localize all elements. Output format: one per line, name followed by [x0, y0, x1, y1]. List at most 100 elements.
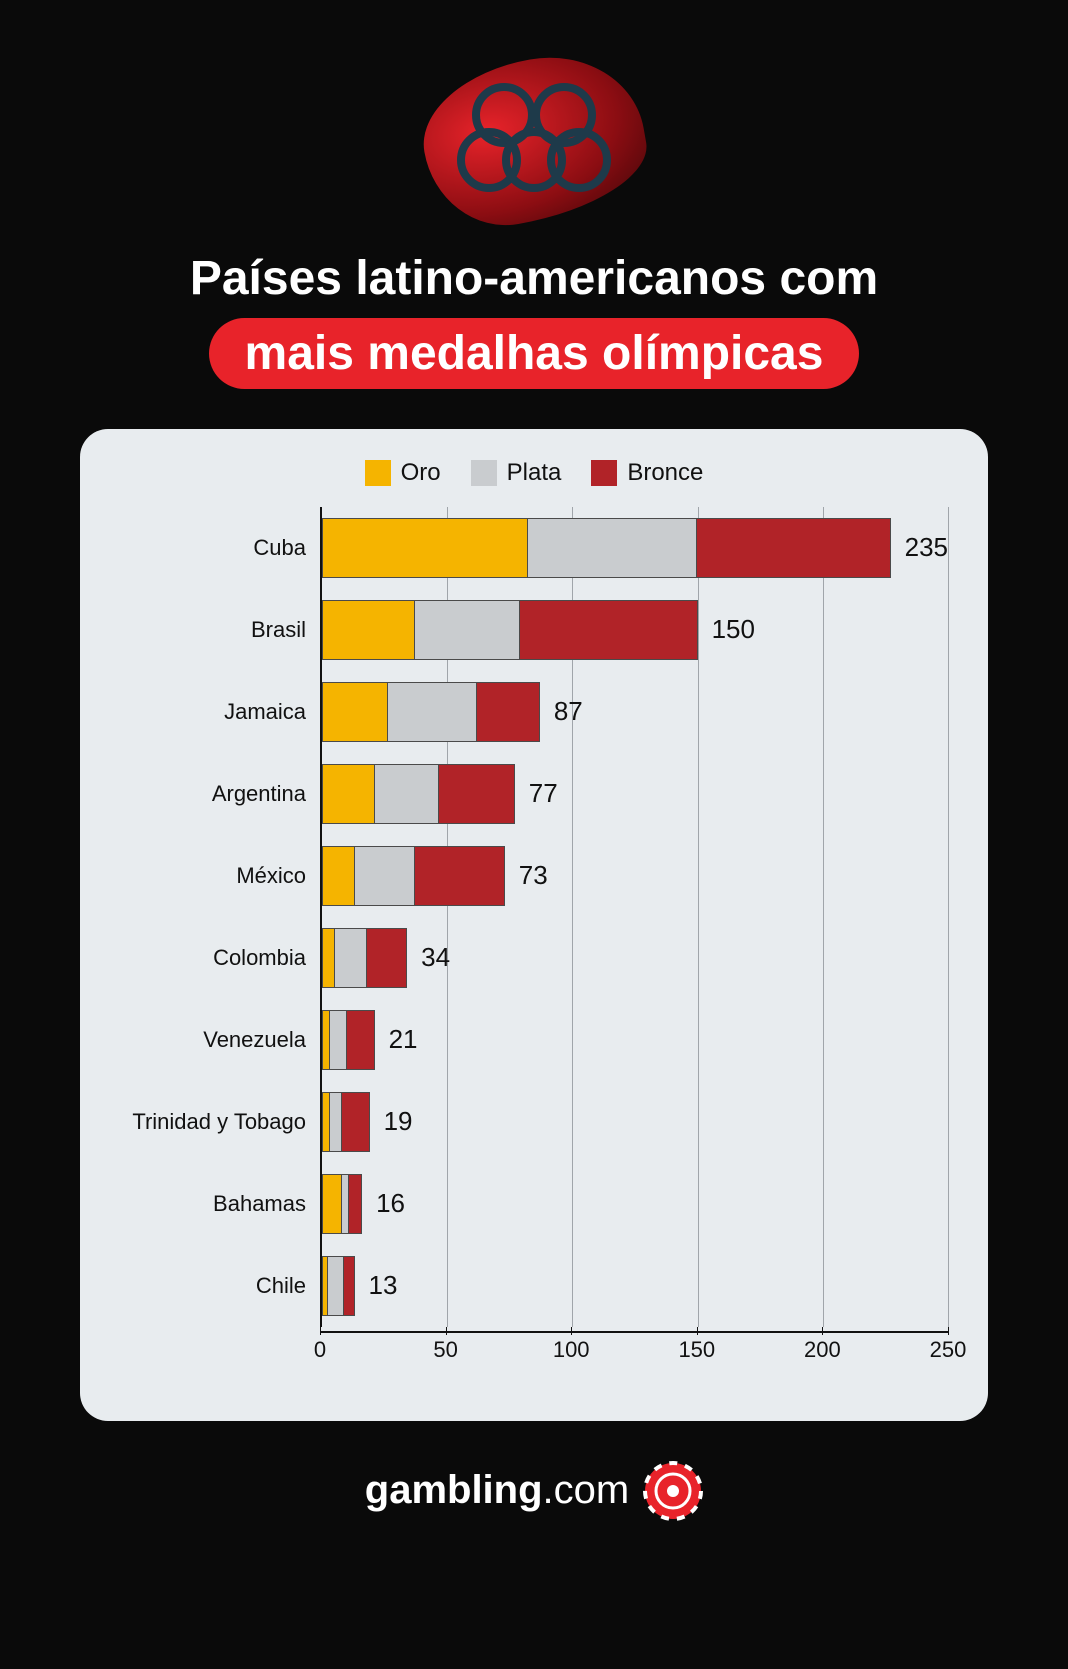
bars-area: 235 150 87 77 73 34 21 19 16 13: [322, 507, 948, 1327]
bar-segment-silver: [342, 1175, 349, 1233]
bar-segment-bronze: [697, 519, 890, 577]
bar-row: 16: [322, 1163, 948, 1245]
brand-bold: gambling: [365, 1468, 543, 1512]
x-axis-ticks: 050100150200250: [320, 1331, 948, 1371]
bar-segment-gold: [323, 1011, 330, 1069]
bar-segment-gold: [323, 601, 415, 659]
y-axis-label: Cuba: [120, 507, 320, 589]
bar-segment-silver: [415, 601, 520, 659]
bar-segment-silver: [330, 1093, 342, 1151]
bar-row: 87: [322, 671, 948, 753]
bar-segment-silver: [328, 1257, 344, 1315]
bar-segment-bronze: [342, 1093, 368, 1151]
olympic-rings-icon: [454, 80, 614, 200]
bar-stack: [322, 1010, 375, 1070]
legend-swatch: [591, 460, 617, 486]
bar-segment-bronze: [367, 929, 406, 987]
bar-segment-gold: [323, 765, 375, 823]
title-block: Países latino-americanos com mais medalh…: [190, 250, 878, 389]
bar-segment-silver: [375, 765, 439, 823]
legend-label: Plata: [507, 459, 562, 487]
bar-segment-silver: [355, 847, 414, 905]
legend-item: Plata: [471, 459, 562, 487]
x-tick-label: 100: [553, 1337, 590, 1363]
title-line1: Países latino-americanos com: [190, 250, 878, 308]
bar-row: 235: [322, 507, 948, 589]
bar-stack: [322, 928, 407, 988]
y-axis-label: Jamaica: [120, 671, 320, 753]
bar-total-label: 34: [421, 942, 450, 973]
bar-segment-bronze: [439, 765, 513, 823]
bar-stack: [322, 846, 505, 906]
legend-item: Oro: [365, 459, 441, 487]
bar-segment-silver: [330, 1011, 347, 1069]
bar-segment-silver: [528, 519, 697, 577]
x-tick-label: 0: [314, 1337, 326, 1363]
bar-segment-bronze: [344, 1257, 353, 1315]
brand-light: .com: [543, 1468, 630, 1512]
bar-total-label: 235: [905, 532, 948, 563]
chart-card: Oro Plata Bronce CubaBrasilJamaicaArgentin…: [80, 429, 988, 1421]
legend-swatch: [365, 460, 391, 486]
x-tick-label: 50: [433, 1337, 457, 1363]
x-tick-label: 200: [804, 1337, 841, 1363]
bar-segment-gold: [323, 847, 355, 905]
bar-total-label: 150: [712, 614, 755, 645]
bar-segment-gold: [323, 1175, 342, 1233]
bar-segment-bronze: [347, 1011, 373, 1069]
y-axis-label: Argentina: [120, 753, 320, 835]
bar-segment-silver: [388, 683, 477, 741]
x-tick-mark: [948, 1327, 949, 1335]
x-tick-mark: [697, 1327, 698, 1335]
bar-total-label: 21: [389, 1024, 418, 1055]
bar-row: 13: [322, 1245, 948, 1327]
y-axis-label: Chile: [120, 1245, 320, 1327]
bar-total-label: 16: [376, 1188, 405, 1219]
x-tick-mark: [320, 1327, 321, 1335]
legend-swatch: [471, 460, 497, 486]
x-tick-label: 250: [930, 1337, 967, 1363]
chart-body: CubaBrasilJamaicaArgentinaMéxicoColombia…: [120, 507, 948, 1327]
bar-segment-bronze: [415, 847, 504, 905]
bar-total-label: 77: [529, 778, 558, 809]
y-axis-label: Brasil: [120, 589, 320, 671]
bar-row: 21: [322, 999, 948, 1081]
y-axis-label: Colombia: [120, 917, 320, 999]
grid-line: [948, 507, 949, 1327]
x-tick-mark: [822, 1327, 823, 1335]
bar-stack: [322, 764, 515, 824]
y-axis-label: México: [120, 835, 320, 917]
bar-row: 19: [322, 1081, 948, 1163]
legend-label: Bronce: [627, 459, 703, 487]
legend-item: Bronce: [591, 459, 703, 487]
x-tick-mark: [571, 1327, 572, 1335]
y-axis-labels: CubaBrasilJamaicaArgentinaMéxicoColombia…: [120, 507, 320, 1327]
y-axis-label: Bahamas: [120, 1163, 320, 1245]
y-axis-label: Trinidad y Tobago: [120, 1081, 320, 1163]
x-tick-mark: [446, 1327, 447, 1335]
bar-stack: [322, 600, 698, 660]
bar-segment-bronze: [520, 601, 697, 659]
bar-row: 77: [322, 753, 948, 835]
plot-area: 235 150 87 77 73 34 21 19 16 13: [320, 507, 948, 1327]
bar-segment-bronze: [349, 1175, 361, 1233]
bar-total-label: 73: [519, 860, 548, 891]
title-pill: mais medalhas olímpicas: [209, 318, 860, 389]
bar-stack: [322, 682, 540, 742]
y-axis-label: Venezuela: [120, 999, 320, 1081]
footer-logo: gambling.com: [365, 1461, 703, 1521]
bar-segment-silver: [335, 929, 367, 987]
poker-chip-icon: [643, 1461, 703, 1521]
x-axis: 050100150200250: [120, 1331, 948, 1371]
bar-segment-gold: [323, 1093, 330, 1151]
bar-stack: [322, 1174, 362, 1234]
bar-total-label: 87: [554, 696, 583, 727]
infographic-container: Países latino-americanos com mais medalh…: [0, 0, 1068, 1669]
chart-legend: Oro Plata Bronce: [120, 459, 948, 487]
x-tick-label: 150: [678, 1337, 715, 1363]
bar-total-label: 13: [369, 1270, 398, 1301]
bar-stack: [322, 1256, 355, 1316]
bar-segment-gold: [323, 519, 528, 577]
bar-stack: [322, 518, 891, 578]
bar-row: 34: [322, 917, 948, 999]
